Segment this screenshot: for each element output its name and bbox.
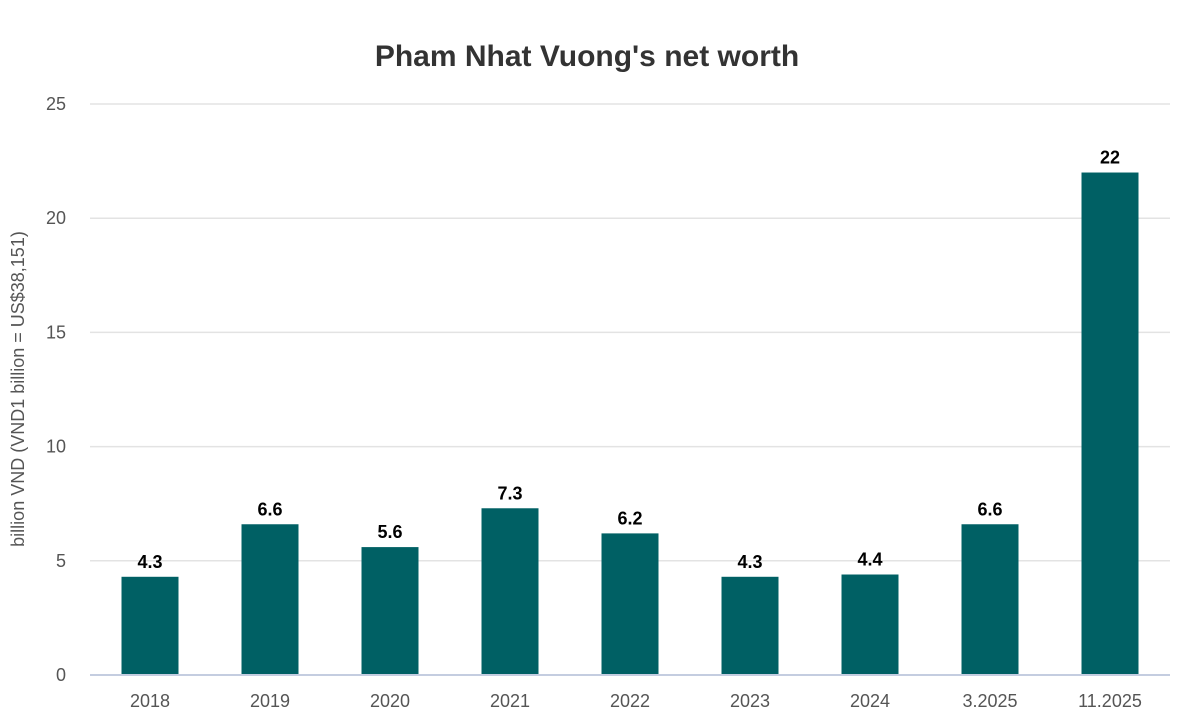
x-tick-label-2019: 2019 xyxy=(250,691,290,711)
data-label-3.2025: 6.6 xyxy=(977,499,1002,519)
chart-title: Pham Nhat Vuong's net worth xyxy=(375,40,799,73)
x-axis-ticks: 2018 2019 2020 2021 2022 2023 2024 3.2025 11.202… xyxy=(130,691,1142,711)
data-label-2022: 6.2 xyxy=(617,508,642,528)
bar-2019 xyxy=(241,524,299,675)
gridlines xyxy=(90,103,1170,562)
bar-3.2025 xyxy=(961,524,1019,675)
data-label-2021: 7.3 xyxy=(497,483,522,503)
y-tick-label: 10 xyxy=(46,437,66,457)
bar-2020 xyxy=(361,547,419,675)
x-tick-label-2018: 2018 xyxy=(130,691,170,711)
y-tick-label: 25 xyxy=(46,94,66,114)
bars xyxy=(121,172,1139,675)
y-tick-label: 15 xyxy=(46,322,66,342)
bar-2023 xyxy=(721,576,779,675)
x-tick-label-3.2025: 3.2025 xyxy=(962,691,1017,711)
data-label-11.2025: 22 xyxy=(1100,148,1120,168)
y-axis-label: billion VND (VND1 billion = US$38,151) xyxy=(8,231,28,547)
x-tick-label-2020: 2020 xyxy=(370,691,410,711)
x-tick-label-11.2025: 11.2025 xyxy=(1078,691,1142,711)
data-labels: 4.3 6.6 5.6 7.3 6.2 4.3 4.4 6.6 22 xyxy=(137,148,1120,572)
bar-2021 xyxy=(481,508,539,675)
y-axis-ticks: 0 5 10 15 20 25 xyxy=(46,94,66,685)
data-label-2020: 5.6 xyxy=(377,522,402,542)
data-label-2023: 4.3 xyxy=(737,552,762,572)
bar-11.2025 xyxy=(1081,172,1139,675)
x-tick-label-2024: 2024 xyxy=(850,691,890,711)
x-tick-label-2022: 2022 xyxy=(610,691,650,711)
bar-2024 xyxy=(841,574,899,675)
y-tick-label: 5 xyxy=(56,551,66,571)
data-label-2024: 4.4 xyxy=(857,550,882,570)
data-label-2018: 4.3 xyxy=(137,552,162,572)
y-tick-label: 0 xyxy=(56,665,66,685)
bar-2022 xyxy=(601,533,659,675)
y-tick-label: 20 xyxy=(46,208,66,228)
data-label-2019: 6.6 xyxy=(257,499,282,519)
bar-2018 xyxy=(121,576,179,675)
x-tick-label-2023: 2023 xyxy=(730,691,770,711)
x-tick-label-2021: 2021 xyxy=(490,691,530,711)
